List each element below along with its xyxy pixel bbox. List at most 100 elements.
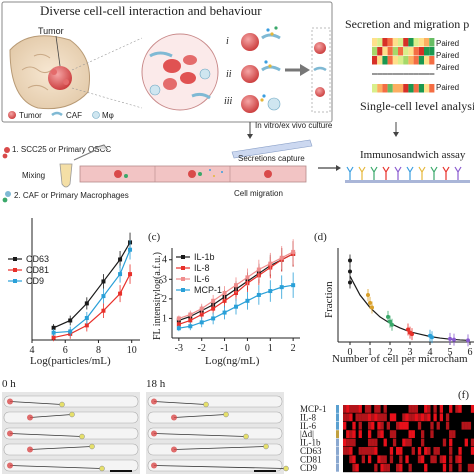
cell-start (151, 430, 157, 437)
series-point-CD63 (51, 325, 56, 330)
heat-f-cell (364, 413, 369, 422)
heat-f-cell (367, 430, 372, 438)
heat-f-cell (383, 463, 387, 472)
heat-f-cell (358, 447, 362, 455)
heat-b-sep (413, 73, 419, 75)
heat-b-cell (382, 47, 388, 56)
microscopy-0h (2, 392, 140, 474)
paired-label-4: Paired (436, 83, 459, 92)
heat-f-cell (458, 455, 462, 464)
heat-f-cell (467, 421, 472, 430)
heat-b-cell (387, 38, 393, 47)
x-tick-label: 3 (408, 347, 413, 358)
x-tick-label: 0 (245, 343, 250, 354)
time-0h: 0 h (2, 378, 16, 390)
series-point-MCP-1 (176, 326, 181, 331)
heat-f-cell (389, 455, 394, 464)
heat-b-cell (408, 38, 414, 47)
heat-f-cell (374, 405, 378, 413)
series-point-IL-8 (222, 298, 227, 303)
heat-f-cell (349, 430, 353, 438)
trajectory (153, 433, 247, 437)
heat-f-cell (386, 421, 390, 430)
series-point-MCP-1 (245, 298, 250, 303)
heat-b-cell (403, 38, 409, 47)
heat-b-cell (398, 47, 404, 56)
heat-f-cell (417, 455, 422, 464)
workflow-migration: Cell migration (234, 189, 283, 198)
micro-channel (3, 395, 139, 408)
heat-f-cell (399, 421, 403, 430)
x-tick-label: 4 (428, 347, 433, 358)
series-point-IL-6 (176, 316, 181, 321)
heat-f-cell (408, 430, 412, 438)
heat-b-cell (424, 84, 430, 93)
heat-b-sep (408, 73, 414, 75)
heat-f-cell (439, 405, 444, 413)
panel-a-legend: Tumor CAF Mφ (8, 111, 114, 120)
y-tick-label: 4 (162, 255, 167, 266)
heat-f-cell (364, 447, 369, 455)
heat-f-cell (349, 438, 353, 447)
row-group-bar (336, 405, 339, 413)
scatter-point (348, 269, 352, 274)
heat-f-cell (408, 413, 412, 422)
x-tick-label: 4 (30, 345, 35, 356)
scatter-point (452, 337, 456, 342)
heat-f-cell (346, 413, 350, 422)
heat-f-cell (417, 447, 422, 455)
series-point-CD81 (101, 308, 106, 313)
heat-f-cell (436, 447, 440, 455)
roman-ii: ii (226, 69, 232, 80)
heat-b-cell (429, 84, 435, 93)
heat-f-cell (405, 438, 409, 447)
series-point-CD81 (51, 335, 56, 340)
scatter-point (386, 314, 390, 319)
heat-b-cell (418, 38, 424, 47)
cell-start (171, 446, 177, 453)
legend-label: CD9 (26, 276, 44, 286)
heat-f-cell (442, 463, 447, 472)
row-label: IL-8 (300, 412, 316, 422)
antibody-row (345, 166, 470, 183)
heat-f-cell (374, 447, 378, 455)
heat-f-cell (367, 447, 372, 455)
heat-f-cell (433, 455, 437, 464)
panel-f-heatmap (336, 405, 474, 473)
paired-label-2: Paired (436, 51, 459, 60)
row-group-bar (336, 455, 339, 464)
series-point-IL-6 (222, 291, 227, 295)
cell-start (171, 414, 177, 421)
scatter-point (430, 335, 434, 340)
series-point-CD63 (118, 257, 123, 262)
row-group-bar (336, 447, 339, 455)
cell-start (151, 398, 157, 405)
series-point-MCP-1 (268, 289, 273, 294)
heat-f-cell (352, 405, 356, 413)
heat-f-cell (367, 455, 372, 464)
row-label: CD63 (300, 446, 322, 456)
series-line-CD9 (53, 249, 131, 334)
heat-f-cell (361, 447, 366, 455)
heat-f-cell (374, 438, 378, 447)
chart3-xlabel: Number of cell per microcham (332, 353, 468, 365)
series-point-CD9 (68, 329, 73, 334)
heat-b-cell (418, 47, 424, 56)
heat-f-cell (470, 447, 474, 455)
heat-f-cell (377, 430, 381, 438)
heat-f-cell (414, 413, 419, 422)
cell-start (7, 398, 13, 405)
heat-b-sep (377, 73, 383, 75)
cell-end (89, 443, 95, 450)
heat-f-cell (411, 413, 415, 422)
y-tick-label: 3 (162, 274, 167, 285)
panel-d-label: (d) (314, 231, 327, 243)
row-label: IL-1b (300, 438, 321, 448)
microscopy-18h (146, 392, 289, 474)
heat-f-cell (355, 405, 359, 413)
workflow: 1. SCC25 or Primary OSCC 2. CAF or Prima… (2, 121, 470, 203)
heat-f-cell (411, 430, 415, 438)
panel-b-title: Secretion and migration p (345, 17, 469, 31)
series-point-CD9 (51, 330, 56, 335)
heat-b-cell (418, 84, 424, 93)
